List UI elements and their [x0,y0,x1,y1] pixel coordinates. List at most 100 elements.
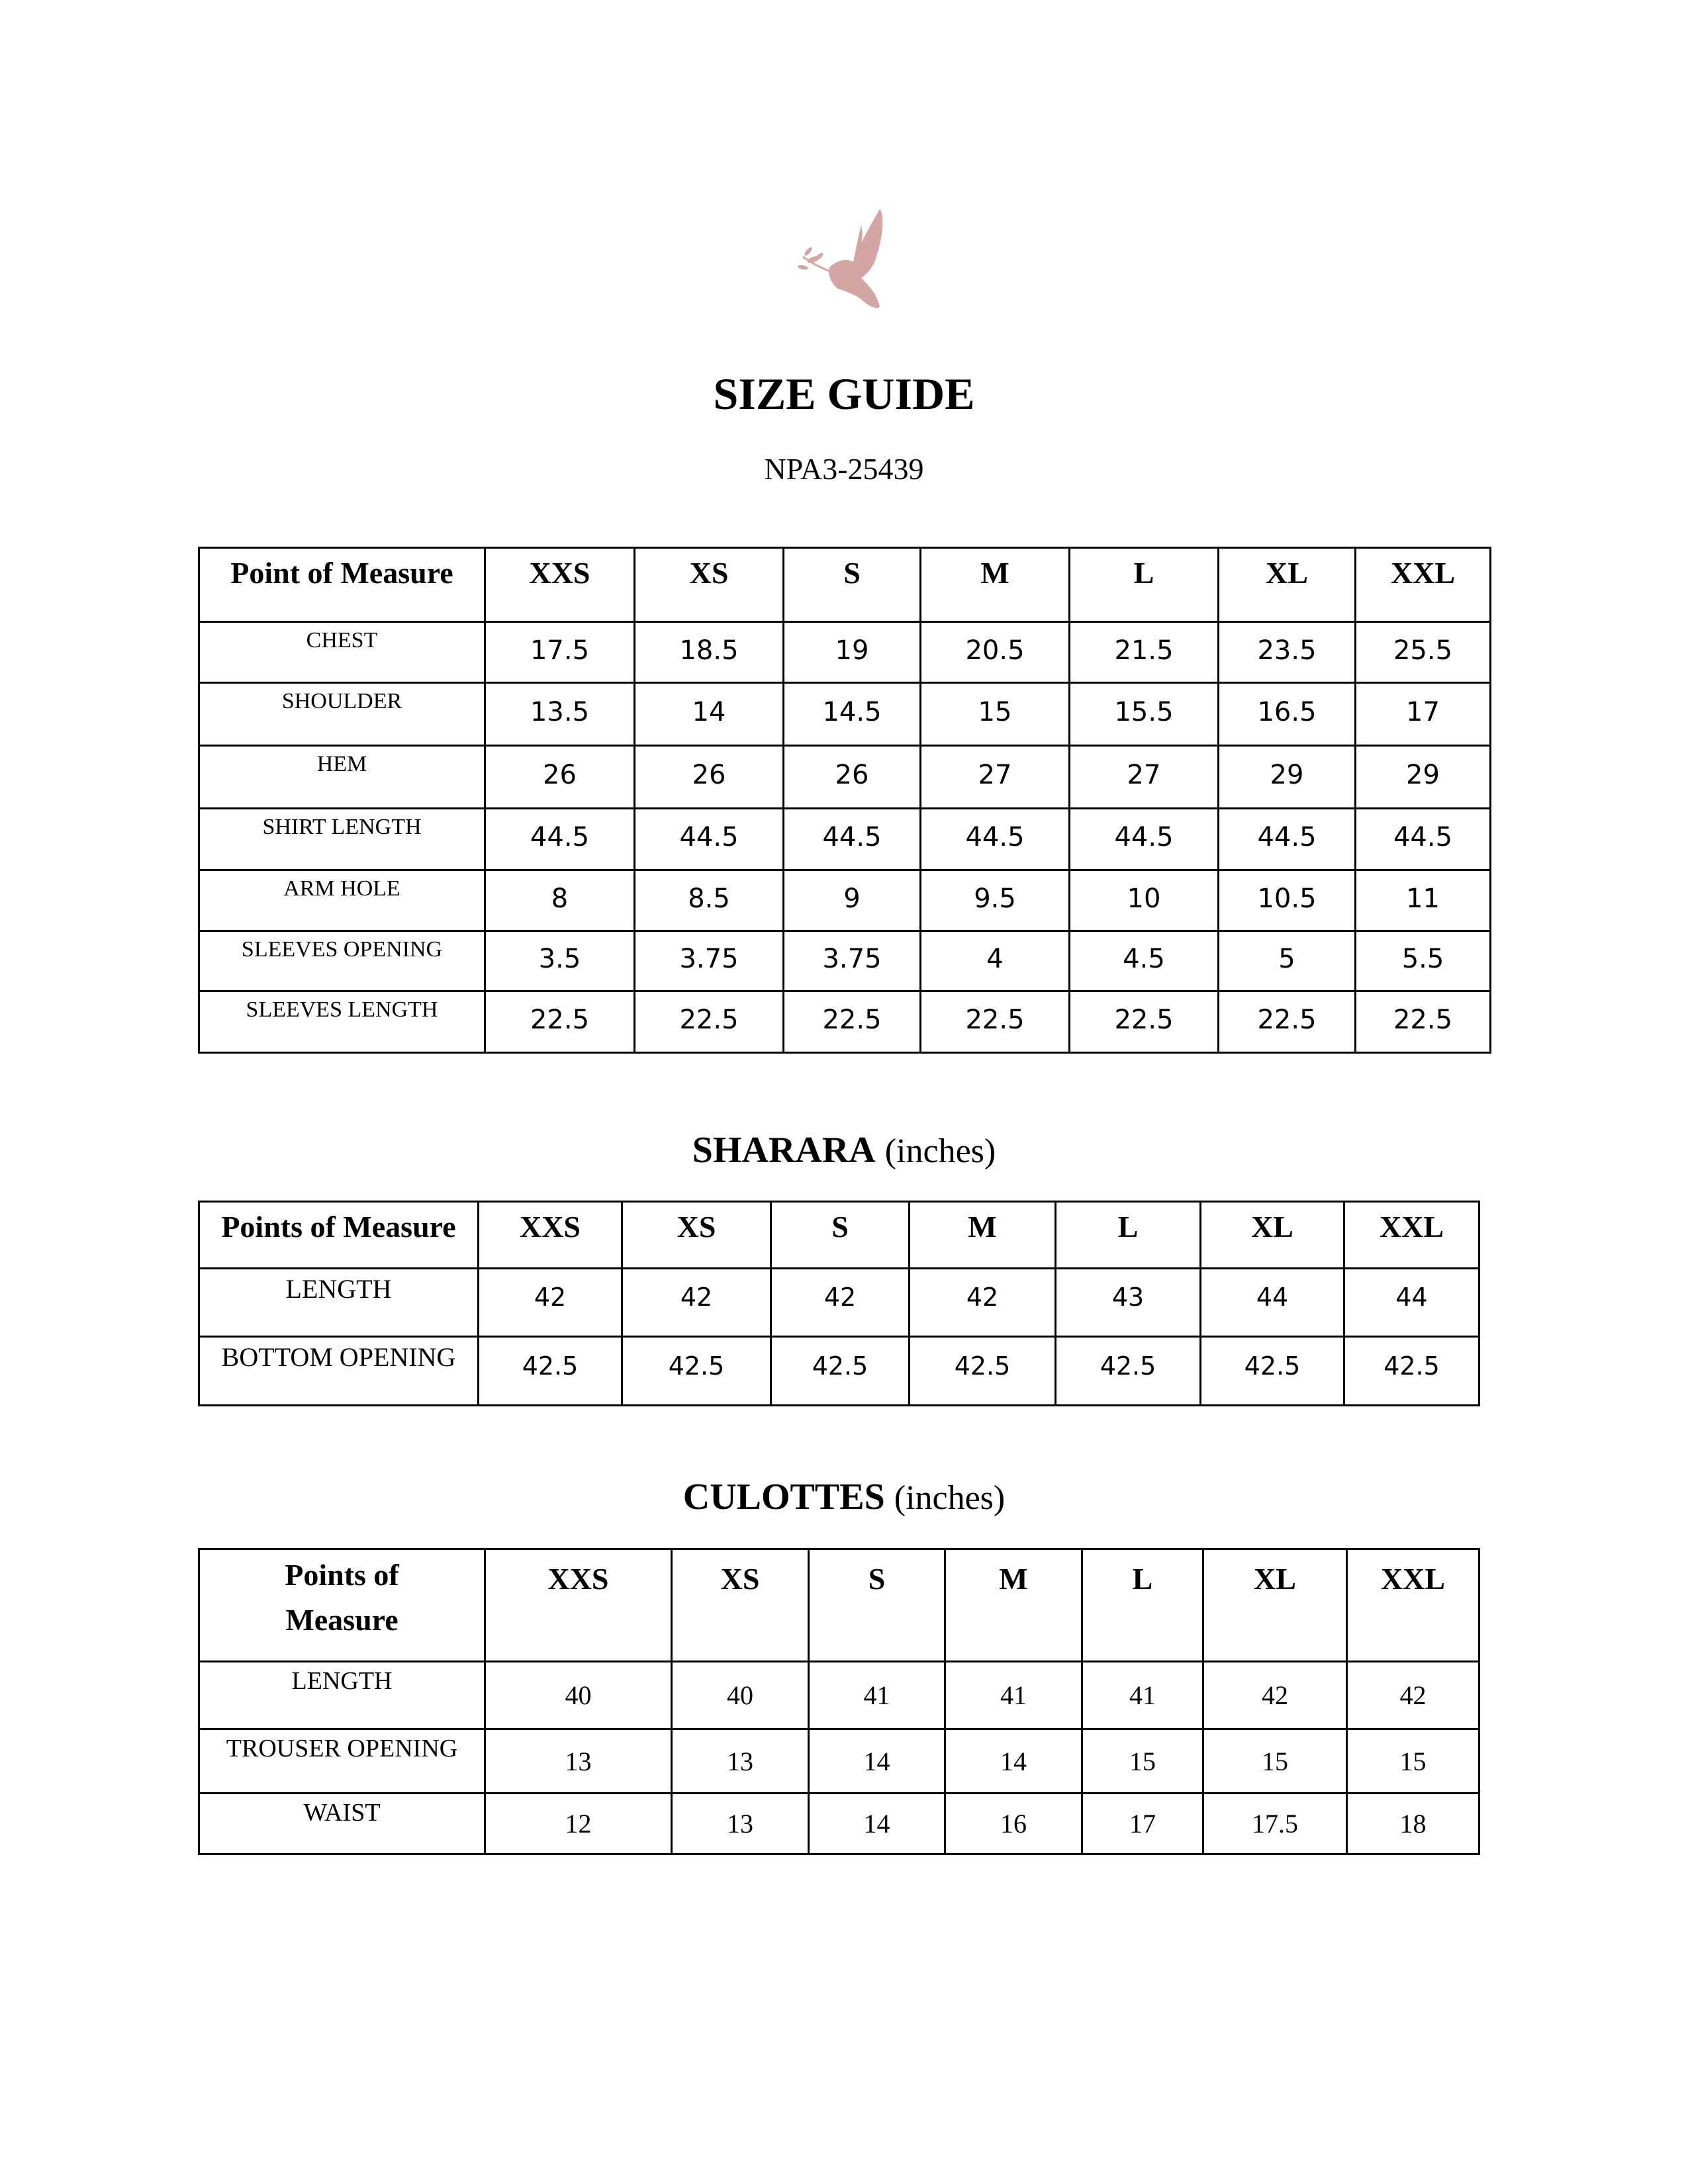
measure-label: LENGTH [198,1661,486,1730]
measure-value: 17.5 [484,621,635,684]
measure-value: 41 [1081,1661,1204,1730]
measure-value: 4.5 [1068,930,1219,992]
measure-value: 18.5 [633,621,784,684]
sharara-size-table: Points of Measure XXS XS S M L XL XXL LENGTH 42 42… [198,1201,1480,1406]
measure-label: ARM HOLE [198,869,486,932]
size-header-xl: XL [1217,547,1356,623]
size-header-xxs: XXS [484,1548,673,1662]
size-header-m: M [919,547,1070,623]
point-of-measure-header: Point of Measure [198,547,486,623]
header-row: Points of Measure XXS XS S M L XL XXL [198,1201,1480,1269]
size-header-xxl: XXL [1354,547,1491,623]
table-row: ARM HOLE 8 8.5 9 9.5 10 10.5 11 [198,869,1491,932]
size-header-xl: XL [1199,1201,1345,1269]
table-row: LENGTH 40 40 41 41 41 42 42 [198,1661,1480,1730]
culottes-size-table: Points of Measure XXS XS S M L XL XXL LENGTH 40 40… [198,1548,1480,1855]
measure-value: 18 [1346,1792,1480,1855]
culottes-heading: CULOTTES (inches) [0,1476,1688,1518]
table-row: SLEEVES LENGTH 22.5 22.5 22.5 22.5 22.5 22.5 22… [198,990,1491,1054]
measure-value: 17.5 [1202,1792,1348,1855]
measure-value: 15 [1081,1728,1204,1794]
measure-value: 43 [1055,1267,1201,1338]
measure-value: 10.5 [1217,869,1356,932]
size-header-l: L [1068,547,1219,623]
measure-value: 3.75 [782,930,921,992]
measure-value: 44.5 [1217,807,1356,871]
measure-value: 15.5 [1068,682,1219,747]
size-header-l: L [1055,1201,1201,1269]
measure-label: TROUSER OPENING [198,1728,486,1794]
measure-value: 29 [1217,745,1356,809]
measure-value: 8 [484,869,635,932]
sharara-title: SHARARA [692,1130,876,1171]
measure-value: 8.5 [633,869,784,932]
size-header-m: M [944,1548,1083,1662]
measure-value: 15 [1346,1728,1480,1794]
measure-value: 42.5 [770,1336,910,1406]
measure-value: 13.5 [484,682,635,747]
measure-value: 42 [770,1267,910,1338]
size-header-xl: XL [1202,1548,1348,1662]
size-header-s: S [808,1548,946,1662]
measure-value: 9 [782,869,921,932]
measure-value: 5.5 [1354,930,1491,992]
size-header-s: S [770,1201,910,1269]
measure-label: SHIRT LENGTH [198,807,486,871]
measure-value: 4 [919,930,1070,992]
measure-value: 16 [944,1792,1083,1855]
measure-value: 40 [484,1661,673,1730]
measure-value: 14 [633,682,784,747]
measure-value: 22.5 [1217,990,1356,1054]
measure-value: 26 [484,745,635,809]
measure-value: 42 [1202,1661,1348,1730]
measure-value: 42.5 [1343,1336,1480,1406]
measure-value: 44.5 [782,807,921,871]
size-header-m: M [908,1201,1056,1269]
measure-value: 14 [808,1728,946,1794]
measure-value: 21.5 [1068,621,1219,684]
size-header-l: L [1081,1548,1204,1662]
measure-value: 42.5 [1055,1336,1201,1406]
table-row: SLEEVES OPENING 3.5 3.75 3.75 4 4.5 5 5.5 [198,930,1491,992]
measure-value: 22.5 [1068,990,1219,1054]
measure-value: 23.5 [1217,621,1356,684]
measure-value: 42.5 [477,1336,623,1406]
dove-logo [774,199,906,331]
table-row: WAIST 12 13 14 16 17 17.5 18 [198,1792,1480,1855]
measure-value: 42.5 [1199,1336,1345,1406]
size-header-xxl: XXL [1343,1201,1480,1269]
measure-value: 40 [671,1661,810,1730]
measure-value: 44.5 [919,807,1070,871]
measure-label: HEM [198,745,486,809]
size-header-xxs: XXS [484,547,635,623]
measure-value: 22.5 [919,990,1070,1054]
measure-value: 42 [621,1267,772,1338]
measure-value: 17 [1354,682,1491,747]
measure-value: 44 [1199,1267,1345,1338]
page-title: SIZE GUIDE [713,369,975,419]
shirt-size-table: Point of Measure XXS XS S M L XL XXL CHEST 17.5 18… [198,547,1491,1054]
measure-value: 42 [477,1267,623,1338]
sharara-unit: (inches) [884,1132,996,1170]
product-code: NPA3-25439 [764,452,924,486]
measure-value: 26 [782,745,921,809]
point-of-measure-header: Points of Measure [198,1548,486,1662]
table-row: LENGTH 42 42 42 42 43 44 44 [198,1267,1480,1338]
measure-label: LENGTH [198,1267,479,1338]
size-header-xs: XS [621,1201,772,1269]
measure-label: SLEEVES LENGTH [198,990,486,1054]
measure-value: 15 [919,682,1070,747]
measure-value: 22.5 [782,990,921,1054]
measure-value: 13 [484,1728,673,1794]
size-header-xxl: XXL [1346,1548,1480,1662]
measure-value: 44 [1343,1267,1480,1338]
measure-value: 25.5 [1354,621,1491,684]
measure-value: 44.5 [1068,807,1219,871]
point-of-measure-header: Points of Measure [198,1201,479,1269]
size-header-xs: XS [633,547,784,623]
size-header-xs: XS [671,1548,810,1662]
measure-value: 27 [1068,745,1219,809]
measure-value: 11 [1354,869,1491,932]
measure-value: 3.75 [633,930,784,992]
table-row: HEM 26 26 26 27 27 29 29 [198,745,1491,809]
